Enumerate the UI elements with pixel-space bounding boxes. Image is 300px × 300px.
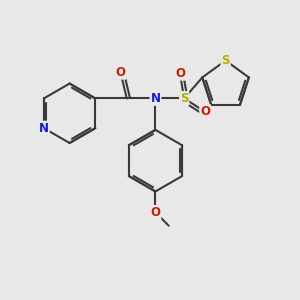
Text: O: O bbox=[175, 67, 185, 80]
Text: S: S bbox=[180, 92, 188, 105]
Text: O: O bbox=[200, 105, 210, 118]
Text: O: O bbox=[116, 66, 125, 79]
Text: N: N bbox=[39, 122, 49, 135]
Text: O: O bbox=[151, 206, 160, 219]
Text: N: N bbox=[151, 92, 160, 105]
Text: S: S bbox=[221, 54, 230, 67]
